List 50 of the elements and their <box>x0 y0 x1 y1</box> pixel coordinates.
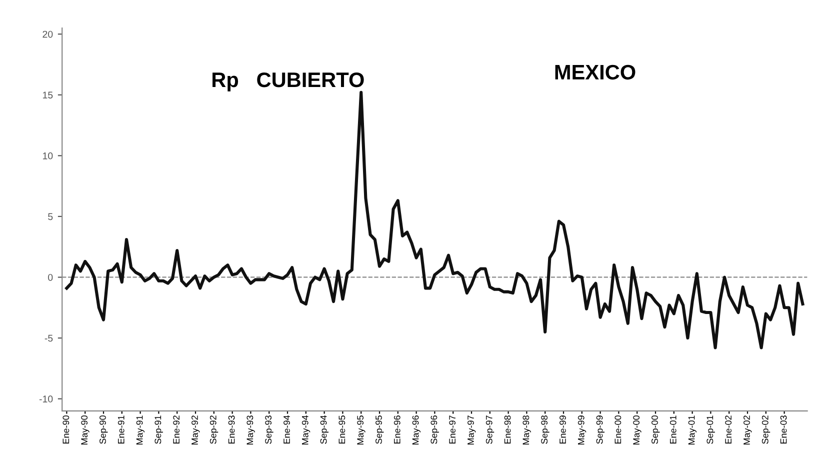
y-tick-label: 5 <box>48 213 53 220</box>
x-tick-label: Ene-98 <box>504 416 511 444</box>
y-tick-label: 15 <box>43 92 53 98</box>
x-tick-label: May-02 <box>744 416 752 444</box>
x-tick-label: Sep-98 <box>541 416 550 444</box>
annotation: Rp CUBIERTO <box>212 72 364 92</box>
x-tick-label: Sep-01 <box>706 416 715 444</box>
x-tick-label: May-94 <box>302 415 310 444</box>
x-tick-label: May-91 <box>136 416 145 444</box>
x-tick-label: Ene-91 <box>118 416 124 444</box>
x-tick-label: Ene-01 <box>670 416 676 444</box>
annotation: MEXICO <box>555 64 636 80</box>
x-tick-label: Ene-02 <box>725 416 732 444</box>
x-tick-label: Sep-00 <box>652 415 660 444</box>
x-tick-label: Ene-96 <box>394 416 400 444</box>
x-tick-label: May-96 <box>412 416 421 444</box>
x-tick-label: Sep-93 <box>265 416 274 444</box>
x-tick-label: May-01 <box>688 416 697 444</box>
x-tick-label: May-97 <box>468 416 476 444</box>
x-tick-label: Sep-91 <box>154 416 163 444</box>
x-tick-label: Sep-02 <box>762 416 770 444</box>
y-tick-label: 0 <box>48 274 53 281</box>
x-tick-label: May-99 <box>578 416 586 444</box>
x-tick-label: May-00 <box>633 415 642 444</box>
y-tick-label: -5 <box>44 334 53 342</box>
x-tick-label: Ene-92 <box>173 416 180 444</box>
x-tick-label: Ene-90 <box>62 415 70 444</box>
x-tick-label: May-92 <box>192 416 200 444</box>
line-series <box>65 90 804 350</box>
y-tick-label: -10 <box>39 396 53 402</box>
x-tick-label: May-95 <box>357 416 366 444</box>
y-tick-label: 20 <box>42 30 53 38</box>
x-tick-label: May-93 <box>246 416 255 444</box>
x-tick-label: May-90 <box>81 415 90 444</box>
x-tick-label: May-98 <box>522 416 531 444</box>
x-tick-label: Sep-94 <box>320 415 329 444</box>
x-tick-label: Ene-94 <box>284 415 290 444</box>
x-tick-label: Sep-99 <box>596 416 605 444</box>
x-tick-label: Ene-95 <box>338 416 346 444</box>
x-tick-label: Sep-97 <box>486 416 494 444</box>
x-tick-label: Ene-00 <box>614 415 622 444</box>
x-tick-label: Sep-90 <box>100 415 108 444</box>
x-tick-label: Sep-96 <box>430 416 439 444</box>
x-tick-label: Sep-95 <box>376 416 384 444</box>
x-tick-label: Ene-93 <box>228 416 235 444</box>
x-tick-label: Sep-92 <box>210 416 218 444</box>
x-tick-label: Ene-99 <box>560 416 566 444</box>
x-tick-label: Ene-97 <box>449 416 456 444</box>
y-tick-label: 10 <box>43 152 53 160</box>
x-tick-label: Ene-03 <box>780 416 787 444</box>
